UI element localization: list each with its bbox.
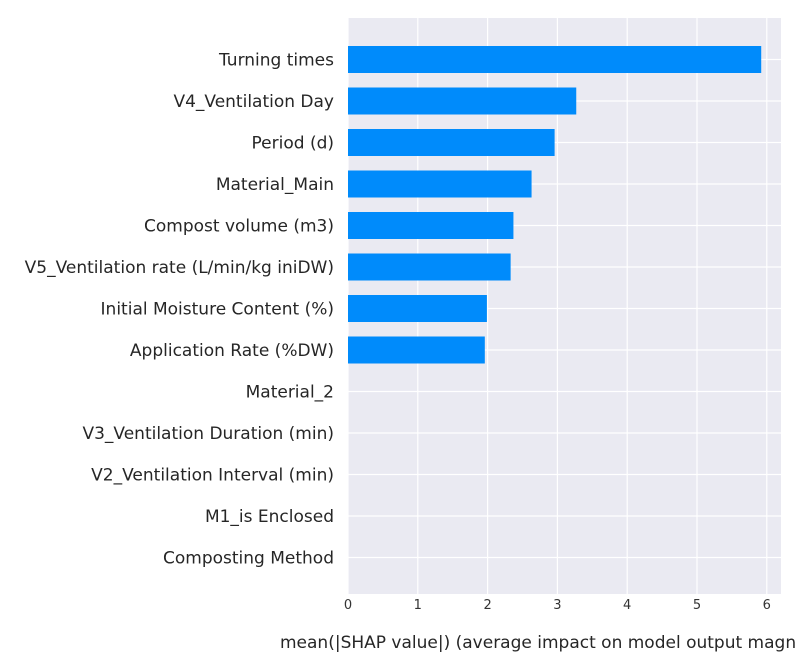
bar <box>348 295 487 322</box>
category-label: Application Rate (%DW) <box>130 341 334 361</box>
bar <box>348 87 577 115</box>
bar <box>348 253 511 281</box>
bar <box>348 336 485 364</box>
category-label: Period (d) <box>252 134 334 154</box>
x-axis-title: mean(|SHAP value|) (average impact on mo… <box>280 633 796 653</box>
x-tick-label: 6 <box>763 598 771 613</box>
bar <box>348 129 555 156</box>
bar <box>348 170 532 198</box>
bar <box>348 212 514 239</box>
x-tick-label: 4 <box>623 598 631 613</box>
category-label: Composting Method <box>163 549 334 569</box>
bar <box>348 46 762 73</box>
category-label: V5_Ventilation rate (L/min/kg iniDW) <box>25 258 334 278</box>
category-label: Initial Moisture Content (%) <box>101 300 334 320</box>
x-tick-label: 1 <box>414 598 422 613</box>
category-label: V3_Ventilation Duration (min) <box>82 424 334 444</box>
category-label: M1_is Enclosed <box>205 507 334 527</box>
category-label: V2_Ventilation Interval (min) <box>91 466 334 486</box>
category-label: Turning times <box>218 51 334 71</box>
x-tick-label: 2 <box>483 598 491 613</box>
x-tick-labels: 0 1 2 3 4 5 6 <box>344 598 771 613</box>
category-label: Compost volume (m3) <box>144 217 334 237</box>
x-tick-label: 5 <box>693 598 701 613</box>
category-label: Material_2 <box>246 383 334 403</box>
category-labels: Turning times V4_Ventilation Day Period (d… <box>25 51 334 569</box>
x-tick-label: 3 <box>553 598 561 613</box>
category-label: V4_Ventilation Day <box>173 92 334 112</box>
x-tick-label: 0 <box>344 598 352 613</box>
category-label: Material_Main <box>216 175 334 195</box>
bars <box>348 46 762 364</box>
